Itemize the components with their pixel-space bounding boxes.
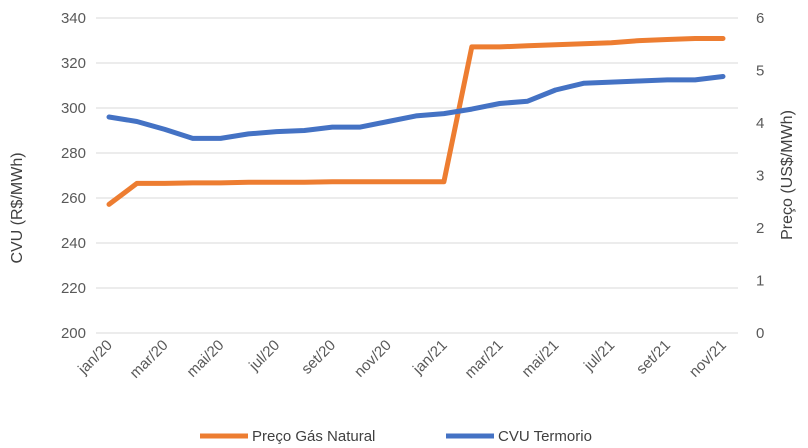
legend-label-gas: Preço Gás Natural xyxy=(252,428,375,445)
right-tick-label: 2 xyxy=(756,220,764,237)
x-axis-ticks: jan/20 mar/20 mai/20 jul/20 set/20 nov/20 jan/… xyxy=(74,337,730,382)
x-tick-label: jul/20 xyxy=(245,337,283,375)
x-tick-label: set/21 xyxy=(633,337,674,378)
right-tick-label: 3 xyxy=(756,168,764,185)
left-tick-label: 220 xyxy=(61,280,86,297)
series-lines xyxy=(106,36,726,207)
left-tick-label: 340 xyxy=(61,10,86,27)
x-tick-label: jan/20 xyxy=(74,337,116,379)
x-tick-label: jan/21 xyxy=(409,337,451,379)
right-axis-ticks: 0 1 2 3 4 5 6 xyxy=(756,10,764,342)
left-axis-title: CVU (R$/MWh) xyxy=(9,152,26,263)
legend-label-cvu: CVU Termorio xyxy=(498,428,592,445)
right-tick-label: 0 xyxy=(756,325,764,342)
x-tick-label: mar/21 xyxy=(462,337,507,382)
right-tick-label: 5 xyxy=(756,63,764,80)
series-line-0 xyxy=(106,36,726,207)
x-tick-label: mai/20 xyxy=(184,337,228,381)
left-tick-label: 320 xyxy=(61,55,86,72)
gridlines xyxy=(96,17,738,334)
x-tick-label: set/20 xyxy=(298,337,339,378)
x-tick-label: mai/21 xyxy=(519,337,563,381)
left-tick-label: 240 xyxy=(61,235,86,252)
x-tick-label: jul/21 xyxy=(580,337,618,375)
x-tick-label: mar/20 xyxy=(127,337,172,382)
left-axis-ticks: 200 220 240 260 280 300 320 340 xyxy=(61,10,86,342)
x-tick-label: nov/21 xyxy=(686,337,730,381)
left-tick-label: 200 xyxy=(61,325,86,342)
right-tick-label: 1 xyxy=(756,273,764,290)
right-tick-label: 6 xyxy=(756,10,764,27)
x-tick-label: nov/20 xyxy=(351,337,395,381)
left-tick-label: 300 xyxy=(61,100,86,117)
right-axis-title: Preço (US$/MWh) xyxy=(779,110,796,240)
series-line-1 xyxy=(106,74,726,141)
legend: Preço Gás Natural CVU Termorio xyxy=(200,428,592,445)
left-tick-label: 260 xyxy=(61,190,86,207)
right-tick-label: 4 xyxy=(756,115,764,132)
left-tick-label: 280 xyxy=(61,145,86,162)
